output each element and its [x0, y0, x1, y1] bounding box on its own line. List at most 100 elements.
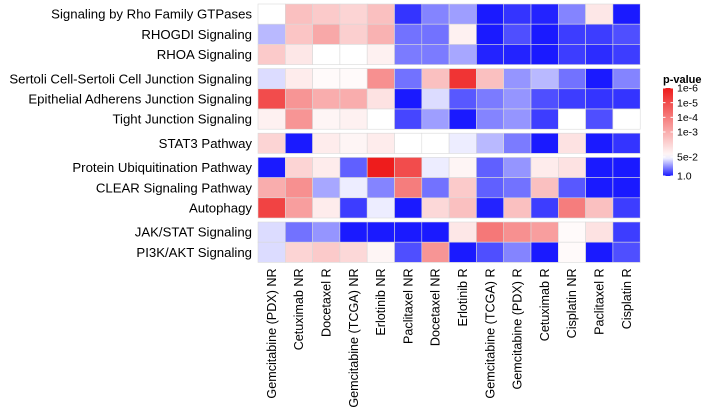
- column-label: Gemcitabine (PDX) NR: [265, 268, 279, 398]
- heatmap-cell: [394, 221, 423, 243]
- heatmap-cell: [448, 23, 477, 45]
- row-label: CLEAR Signaling Pathway: [96, 180, 253, 195]
- heatmap-cell: [612, 108, 641, 130]
- heatmap-cell: [476, 221, 504, 243]
- heatmap-cell: [339, 132, 368, 154]
- heatmap-cell: [394, 3, 423, 25]
- heatmap-cell: [448, 177, 477, 199]
- heatmap-cell: [448, 3, 477, 25]
- heatmap-cell: [585, 177, 614, 199]
- column-label: Gemcitabine (PDX) R: [511, 268, 525, 389]
- heatmap-cells: [257, 3, 641, 263]
- heatmap-cell: [557, 23, 586, 45]
- heatmap-cell: [366, 23, 395, 45]
- legend-title: p-value: [663, 74, 702, 86]
- heatmap-cell: [421, 68, 450, 90]
- heatmap-cell: [257, 177, 286, 199]
- legend-tick-label: 5e-2: [677, 152, 698, 164]
- heatmap-cell: [585, 241, 614, 263]
- heatmap-cell: [448, 241, 477, 263]
- heatmap-cell: [312, 197, 341, 219]
- legend-tick-label: 1e-6: [677, 83, 698, 95]
- heatmap-cell: [476, 157, 504, 178]
- row-label: Signaling by Rho Family GTPases: [51, 7, 252, 22]
- heatmap-cell: [476, 177, 504, 199]
- heatmap-cell: [557, 157, 586, 178]
- heatmap-cell: [448, 197, 477, 219]
- heatmap-cell: [448, 132, 477, 154]
- heatmap-cell: [366, 44, 395, 65]
- heatmap-cell: [284, 241, 313, 263]
- heatmap-cell: [585, 88, 614, 110]
- heatmap-cell: [366, 68, 395, 90]
- heatmap-cell: [339, 157, 368, 178]
- heatmap-cell: [366, 157, 395, 178]
- heatmap-cell: [312, 132, 341, 154]
- column-label: Erlotinib NR: [374, 268, 388, 335]
- heatmap-cell: [394, 68, 423, 90]
- heatmap-cell: [339, 23, 368, 45]
- legend-tick-label: 1.0: [677, 171, 692, 183]
- column-label: Cisplatin NR: [565, 268, 579, 338]
- heatmap-cell: [284, 132, 313, 154]
- heatmap-cell: [339, 241, 368, 263]
- heatmap-cell: [257, 44, 286, 65]
- heatmap-cell: [530, 197, 559, 219]
- row-label: Tight Junction Signaling: [112, 112, 252, 127]
- heatmap-cell: [366, 221, 395, 243]
- heatmap-cell: [284, 68, 313, 90]
- heatmap-cell: [394, 197, 423, 219]
- heatmap-cell: [585, 68, 614, 90]
- heatmap-cell: [585, 197, 614, 219]
- row-label: STAT3 Pathway: [159, 136, 253, 151]
- heatmap-cell: [585, 23, 614, 45]
- heatmap-cell: [339, 44, 368, 65]
- heatmap-cell: [394, 177, 423, 199]
- column-label: Cetuximab NR: [292, 268, 306, 350]
- column-label: Gemcitabine (TCGA) NR: [347, 268, 361, 407]
- heatmap-cell: [312, 108, 341, 130]
- heatmap-cell: [394, 88, 423, 110]
- heatmap-cell: [530, 177, 559, 199]
- heatmap-cell: [476, 132, 504, 154]
- heatmap-cell: [612, 132, 641, 154]
- heatmap-cell: [503, 88, 532, 110]
- heatmap-cell: [312, 3, 341, 25]
- heatmap-cell: [612, 157, 641, 178]
- heatmap-cell: [585, 44, 614, 65]
- heatmap-cell: [339, 221, 368, 243]
- heatmap-cell: [257, 197, 286, 219]
- column-label: Docetaxel NR: [429, 268, 443, 346]
- heatmap-cell: [530, 108, 559, 130]
- legend: p-value 1e-6 1e-5 1e-4 1e-3 5e-2 1.0: [663, 74, 702, 183]
- heatmap-cell: [421, 197, 450, 219]
- heatmap-cell: [503, 68, 532, 90]
- heatmap-cell: [612, 241, 641, 263]
- heatmap-cell: [284, 88, 313, 110]
- heatmap-cell: [312, 68, 341, 90]
- heatmap-cell: [476, 197, 504, 219]
- heatmap-cell: [312, 88, 341, 110]
- heatmap-cell: [448, 44, 477, 65]
- heatmap-cell: [366, 88, 395, 110]
- row-label: Autophagy: [189, 201, 252, 216]
- heatmap-cell: [394, 44, 423, 65]
- heatmap-cell: [339, 197, 368, 219]
- heatmap-cell: [448, 88, 477, 110]
- heatmap-cell: [557, 177, 586, 199]
- heatmap-cell: [366, 108, 395, 130]
- heatmap-cell: [284, 221, 313, 243]
- heatmap-cell: [394, 23, 423, 45]
- heatmap-cell: [339, 88, 368, 110]
- heatmap-cell: [284, 177, 313, 199]
- heatmap-cell: [612, 44, 641, 65]
- row-label: Sertoli Cell-Sertoli Cell Junction Signa…: [9, 71, 252, 86]
- heatmap-cell: [557, 44, 586, 65]
- heatmap-cell: [612, 68, 641, 90]
- heatmap-cell: [557, 3, 586, 25]
- heatmap-cell: [257, 3, 286, 25]
- heatmap-cell: [421, 157, 450, 178]
- heatmap-cell: [448, 221, 477, 243]
- heatmap-cell: [476, 3, 504, 25]
